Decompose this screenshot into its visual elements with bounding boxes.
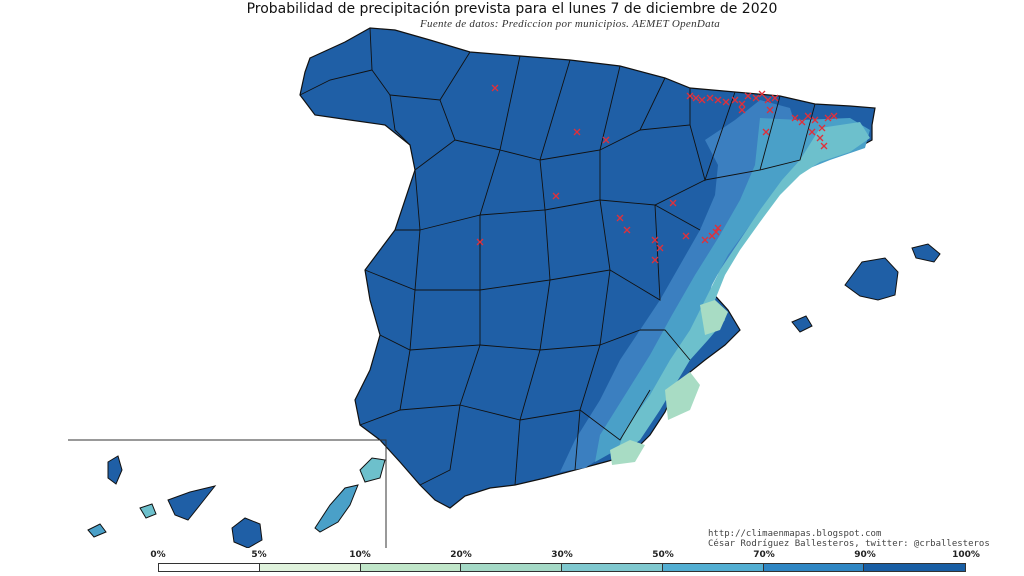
- legend-color-bar: [158, 563, 966, 572]
- legend-swatch: [360, 564, 462, 571]
- legend-tick-label: 70%: [753, 550, 775, 560]
- municipality-marker: [798, 118, 806, 126]
- municipality-marker: [744, 92, 752, 100]
- municipality-marker: [701, 236, 709, 244]
- credit-url: http://climaenmapas.blogspot.com: [708, 529, 882, 539]
- legend-tick-label: 10%: [349, 550, 371, 560]
- municipality-marker: [762, 128, 770, 136]
- municipality-marker: [698, 96, 706, 104]
- municipality-marker: [656, 244, 664, 252]
- municipality-marker: [764, 96, 772, 104]
- municipality-marker: [623, 226, 631, 234]
- municipality-marker: [651, 236, 659, 244]
- municipality-marker: [712, 228, 720, 236]
- municipality-marker: [830, 112, 838, 120]
- east-coast-low: [615, 122, 870, 458]
- ibiza: [791, 315, 813, 333]
- municipality-marker: [616, 214, 624, 222]
- legend-swatch: [159, 564, 260, 571]
- legend-swatch: [864, 564, 965, 571]
- municipality-marker: [824, 114, 832, 122]
- legend-swatch: [562, 564, 663, 571]
- municipality-marker: [758, 90, 766, 98]
- gran-canaria: [231, 517, 263, 548]
- municipality-marker: [476, 238, 484, 246]
- legend-tick-label: 90%: [854, 550, 876, 560]
- legend-tick-label: 100%: [952, 550, 980, 560]
- municipality-marker: [738, 106, 746, 114]
- province-borders: [299, 27, 816, 486]
- municipality-marker: [791, 114, 799, 122]
- almeria-lowest: [610, 440, 645, 465]
- legend-swatch: [662, 564, 764, 571]
- municipality-marker: [714, 224, 722, 232]
- legend-swatch: [259, 564, 361, 571]
- legend-tick-label: 5%: [251, 550, 267, 560]
- municipality-marker: [816, 134, 824, 142]
- legend-tick-label: 0%: [150, 550, 166, 560]
- municipality-marker: [766, 106, 774, 114]
- legend-tick-label: 50%: [652, 550, 674, 560]
- legend-swatch: [763, 564, 865, 571]
- credit-author: César Rodríguez Ballesteros, twitter: @c…: [708, 539, 990, 549]
- legend-tick-label: 20%: [450, 550, 472, 560]
- precipitation-map: [68, 27, 941, 548]
- legend-tick-label: 30%: [551, 550, 573, 560]
- murcia-lowest: [665, 372, 700, 420]
- municipality-marker: [771, 94, 779, 102]
- canary-inset-frame: [68, 439, 387, 548]
- menorca: [911, 243, 941, 263]
- map-subtitle: Fuente de datos: Prediccion por municipi…: [420, 18, 721, 30]
- municipality-marker: [714, 96, 722, 104]
- fuerteventura: [314, 484, 359, 533]
- municipality-marker: [651, 256, 659, 264]
- lanzarote: [359, 457, 386, 483]
- tenerife: [167, 485, 217, 521]
- marker-layer: [476, 84, 838, 264]
- municipality-marker: [738, 100, 746, 108]
- la-palma: [107, 455, 123, 485]
- municipality-marker: [491, 84, 499, 92]
- municipality-marker: [669, 199, 677, 207]
- valencia-lowest: [700, 300, 728, 335]
- mallorca: [844, 257, 899, 301]
- municipality-marker: [731, 96, 739, 104]
- el-hierro: [87, 523, 107, 538]
- la-gomera: [139, 503, 157, 519]
- municipality-marker: [808, 128, 816, 136]
- municipality-marker: [722, 98, 730, 106]
- map-title: Probabilidad de precipitación prevista p…: [246, 1, 778, 17]
- municipality-marker: [820, 142, 828, 150]
- east-coast-mid: [560, 100, 800, 472]
- municipality-marker: [552, 192, 560, 200]
- municipality-marker: [706, 94, 714, 102]
- color-legend: 0% 5% 10% 20% 30% 50% 70% 90% 100%: [0, 550, 1024, 576]
- municipality-marker: [752, 94, 760, 102]
- legend-swatch: [461, 564, 562, 571]
- municipality-marker: [682, 232, 690, 240]
- municipality-marker: [804, 112, 812, 120]
- municipality-marker: [692, 94, 700, 102]
- municipality-marker: [811, 116, 819, 124]
- municipality-marker: [573, 128, 581, 136]
- municipality-marker: [602, 136, 610, 144]
- municipality-marker: [686, 92, 694, 100]
- municipality-marker: [818, 124, 826, 132]
